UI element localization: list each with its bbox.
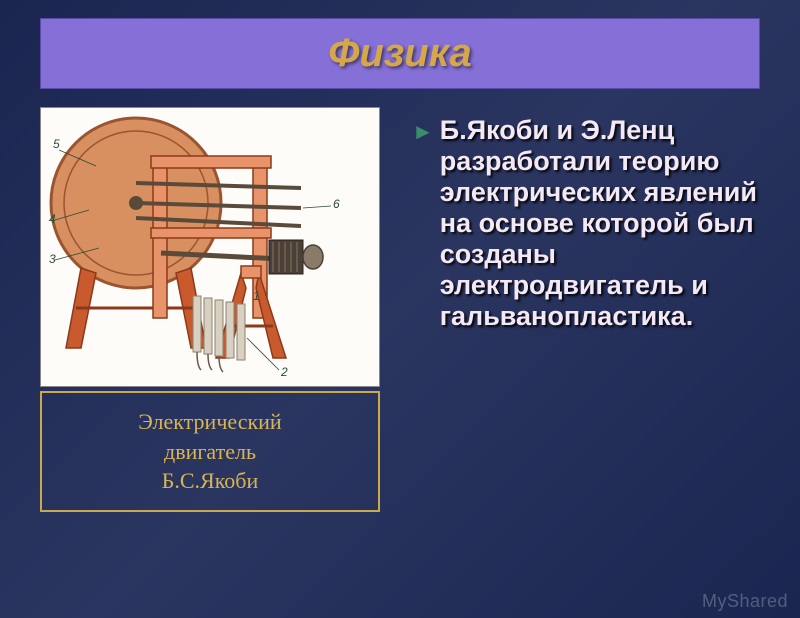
left-column: 5 4 3 6 2 1 Электрический двигатель Б.С.… [40,107,380,512]
bullet-item: ► Б.Якоби и Э.Ленц разработали теорию эл… [412,115,760,332]
diagram-label: 6 [333,197,340,211]
diagram-label: 2 [280,365,288,379]
caption-line-3: Б.С.Якоби [50,466,370,496]
motor-svg: 5 4 3 6 2 1 [41,108,380,387]
caption-line-1: Электрический [50,407,370,437]
diagram-label: 4 [49,212,56,226]
image-caption: Электрический двигатель Б.С.Якоби [40,391,380,512]
motor-illustration: 5 4 3 6 2 1 [40,107,380,387]
slide-title: Физика [328,31,472,75]
content-area: 5 4 3 6 2 1 Электрический двигатель Б.С.… [0,89,800,512]
bullet-marker-icon: ► [412,119,434,145]
watermark: MyShared [702,591,788,612]
caption-line-2: двигатель [50,437,370,467]
bullet-text: Б.Якоби и Э.Ленц разработали теорию элек… [440,115,760,332]
right-column: ► Б.Якоби и Э.Ленц разработали теорию эл… [412,107,760,512]
title-bar: Физика [40,18,760,89]
diagram-label: 3 [49,252,56,266]
diagram-label: 1 [253,289,260,303]
diagram-label: 5 [53,137,60,151]
